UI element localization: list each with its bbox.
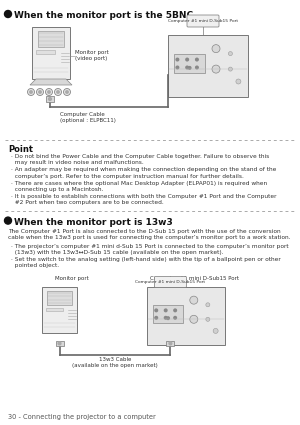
Text: Computer #1 mini D-Sub15 Port: Computer #1 mini D-Sub15 Port (151, 276, 239, 281)
Circle shape (155, 309, 158, 312)
Circle shape (66, 91, 68, 93)
Circle shape (176, 66, 179, 69)
Bar (147, 287, 225, 346)
Circle shape (169, 342, 172, 345)
Circle shape (49, 98, 51, 100)
Circle shape (228, 67, 233, 71)
Circle shape (57, 91, 59, 93)
Text: The Computer #1 Port is also connected to the D-Sub 15 port with the use of the : The Computer #1 Port is also connected t… (8, 229, 290, 240)
Circle shape (188, 67, 191, 69)
Bar (56, 340, 64, 346)
Circle shape (212, 45, 220, 53)
Bar (42, 287, 77, 333)
Bar (153, 305, 183, 323)
FancyBboxPatch shape (154, 276, 186, 287)
Circle shape (190, 296, 198, 304)
Text: Computer #1 mini D-Sub15 Port: Computer #1 mini D-Sub15 Port (135, 280, 206, 284)
Bar (38, 31, 64, 47)
Circle shape (174, 317, 176, 319)
Bar (174, 54, 205, 74)
Circle shape (196, 66, 198, 69)
Text: · An adapter may be required when making the connection depending on the stand o: · An adapter may be required when making… (11, 167, 276, 178)
Text: Monitor port
(video port): Monitor port (video port) (75, 50, 109, 61)
Circle shape (212, 65, 220, 73)
Bar (32, 27, 70, 79)
Text: Computer Cable
(optional : ELPBC11): Computer Cable (optional : ELPBC11) (60, 112, 116, 123)
Circle shape (46, 88, 52, 96)
Circle shape (236, 79, 241, 84)
Circle shape (167, 317, 169, 320)
Bar (46, 96, 54, 102)
Text: 13w3 Cable
(available on the open market): 13w3 Cable (available on the open market… (72, 357, 158, 368)
Circle shape (228, 51, 233, 56)
Circle shape (164, 317, 167, 319)
Circle shape (164, 309, 167, 312)
Text: · Do not bind the Power Cable and the Computer Cable together. Failure to observ: · Do not bind the Power Cable and the Co… (11, 154, 269, 165)
Circle shape (206, 303, 210, 307)
Circle shape (58, 342, 61, 345)
Circle shape (37, 88, 44, 96)
Circle shape (196, 58, 198, 61)
Circle shape (190, 315, 198, 323)
Text: · The projector’s computer #1 mini d-Sub 15 Port is connected to the computer’s : · The projector’s computer #1 mini d-Sub… (11, 244, 289, 255)
Text: Point: Point (8, 145, 33, 154)
Circle shape (176, 58, 179, 61)
Text: Computer #1 mini D-Sub15 Port: Computer #1 mini D-Sub15 Port (168, 19, 238, 23)
Circle shape (39, 91, 41, 93)
Text: 30 - Connecting the projector to a computer: 30 - Connecting the projector to a compu… (8, 414, 156, 420)
Bar (167, 340, 174, 346)
Text: Monitor port: Monitor port (55, 276, 89, 281)
Text: · Set the switch to the analog setting (left-hand side) with the tip of a ballpo: · Set the switch to the analog setting (… (11, 257, 281, 268)
Text: When the monitor port is 13w3: When the monitor port is 13w3 (14, 218, 173, 227)
Bar (36, 51, 55, 54)
Circle shape (186, 58, 188, 61)
Circle shape (55, 88, 62, 96)
Circle shape (186, 66, 188, 69)
Circle shape (213, 329, 218, 333)
Circle shape (30, 91, 32, 93)
FancyBboxPatch shape (187, 15, 219, 27)
Circle shape (4, 11, 11, 17)
Circle shape (64, 88, 70, 96)
Circle shape (28, 88, 34, 96)
Circle shape (206, 317, 210, 321)
Bar (47, 291, 72, 305)
Text: · It is possible to establish connections with both the Computer #1 Port and the: · It is possible to establish connection… (11, 194, 277, 205)
Polygon shape (30, 79, 72, 85)
Bar (168, 35, 248, 97)
Circle shape (155, 317, 158, 319)
Circle shape (174, 309, 176, 312)
Text: · There are cases where the optional Mac Desktop Adapter (ELPAP01) is required w: · There are cases where the optional Mac… (11, 181, 267, 192)
Bar (46, 308, 63, 311)
Circle shape (4, 217, 11, 224)
Circle shape (48, 91, 50, 93)
Text: When the monitor port is the 5BNC: When the monitor port is the 5BNC (14, 11, 193, 20)
